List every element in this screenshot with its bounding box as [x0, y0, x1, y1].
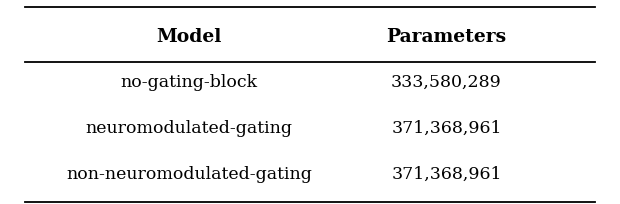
Text: 333,580,289: 333,580,289 — [391, 74, 502, 91]
Text: 371,368,961: 371,368,961 — [391, 120, 502, 137]
Text: non-neuromodulated-gating: non-neuromodulated-gating — [66, 166, 312, 183]
Text: 371,368,961: 371,368,961 — [391, 166, 502, 183]
Text: Parameters: Parameters — [386, 28, 507, 46]
Text: neuromodulated-gating: neuromodulated-gating — [86, 120, 293, 137]
Text: Model: Model — [156, 28, 222, 46]
Text: no-gating-block: no-gating-block — [120, 74, 258, 91]
